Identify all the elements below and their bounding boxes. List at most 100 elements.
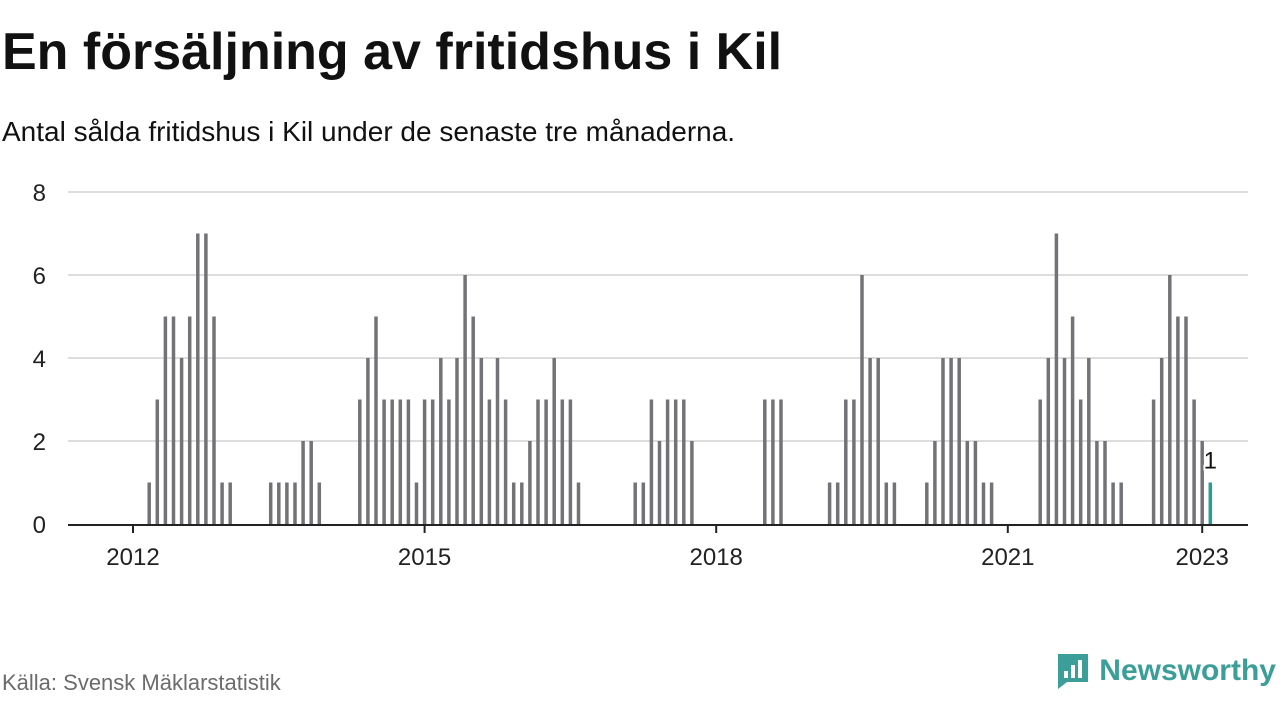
bar-37 [430,399,435,524]
bar-99 [933,441,937,524]
bar-132 [1200,441,1204,524]
bar-36 [422,399,427,524]
bar-31 [382,399,386,524]
bar-131 [1192,399,1196,524]
source-note: Källa: Svensk Mäklarstatistik [2,670,281,695]
bar-51 [544,399,548,524]
bar-118 [1087,358,1091,524]
bar-44 [487,399,492,524]
x-tick-label-2012: 2012 [106,544,159,571]
bar-62 [633,482,637,524]
bar-133 [1208,482,1213,524]
bar-47 [511,482,516,524]
x-tick-labels: 2012 2015 2018 2021 2023 [106,524,1229,571]
bar-8 [196,233,200,524]
bar-12 [228,482,232,524]
bar-64 [649,399,654,524]
bar-32 [390,399,394,524]
bar-69 [690,441,694,524]
bar-33 [398,399,403,524]
bar-42 [471,316,475,524]
bar-34 [406,399,411,524]
bar-48 [520,482,524,524]
bar-46 [503,399,508,524]
x-tick-label-2023: 2023 [1176,544,1229,571]
bar-41 [463,275,467,524]
bar-67 [673,399,678,524]
bar-20 [293,482,297,524]
bar-94 [892,482,897,524]
bar-29 [366,358,370,524]
bar-49 [528,441,532,524]
bar-92 [876,358,880,524]
x-tick-label-2018: 2018 [690,544,743,571]
bar-7 [187,316,192,524]
bar-38 [439,358,443,524]
brand-logo: Newsworthy [1055,652,1276,690]
bar-65 [657,441,662,524]
bar-115 [1062,358,1067,524]
bar-79 [771,399,775,524]
bar-28 [358,399,362,524]
y-tick-label-2: 2 [33,429,46,456]
bar-chart: 0 2 4 6 8 2012 2015 2018 2021 2023 1 [33,180,1248,571]
y-tick-labels: 0 2 4 6 8 [33,180,46,539]
bar-101 [949,358,953,524]
bar-39 [447,399,451,524]
bar-88 [844,399,848,524]
bar-100 [941,358,945,524]
y-tick-label-4: 4 [33,346,46,373]
bar-43 [479,358,484,524]
newsworthy-logo-icon [1058,654,1089,689]
y-tick-label-0: 0 [33,512,46,539]
bar-89 [852,399,856,524]
bar-4 [163,316,168,524]
bar-93 [884,482,889,524]
bar-68 [682,399,686,524]
bar-98 [925,482,929,524]
bar-5 [171,316,176,524]
bar-86 [827,482,832,524]
chart-subtitle: Antal sålda fritidshus i Kil under de se… [2,116,736,147]
bar-121 [1111,482,1115,524]
bar-63 [641,482,646,524]
bar-127 [1159,358,1164,524]
bar-52 [552,358,556,524]
bar-6 [179,358,184,524]
bar-122 [1119,482,1123,524]
bar-54 [568,399,573,524]
bar-114 [1054,233,1059,524]
x-tick-label-2015: 2015 [398,544,451,571]
bar-40 [455,358,459,524]
x-tick-label-2021: 2021 [981,544,1034,571]
bar-18 [277,482,281,524]
bar-3 [155,399,160,524]
bar-129 [1176,316,1180,524]
chart-title: En försäljning av fritidshus i Kil [2,23,783,81]
bar-91 [868,358,872,524]
bar-113 [1046,358,1051,524]
bar-117 [1078,399,1083,524]
bar-128 [1168,275,1172,524]
bar-103 [965,441,970,524]
bar-130 [1184,316,1188,524]
bar-11 [220,482,224,524]
bar-87 [835,482,840,524]
bar-106 [989,482,994,524]
bar-30 [374,316,378,524]
bar-23 [317,482,322,524]
bar-35 [414,482,419,524]
bar-112 [1038,399,1042,524]
bar-102 [957,358,961,524]
bar-78 [763,399,767,524]
bar-119 [1095,441,1099,524]
bar-17 [268,482,273,524]
grid-lines [68,191,1248,526]
bar-116 [1070,316,1075,524]
y-tick-label-6: 6 [33,263,46,290]
bar-104 [973,441,978,524]
bar-19 [285,482,289,524]
bar-120 [1103,441,1107,524]
bar-9 [204,233,208,524]
bar-66 [665,399,670,524]
